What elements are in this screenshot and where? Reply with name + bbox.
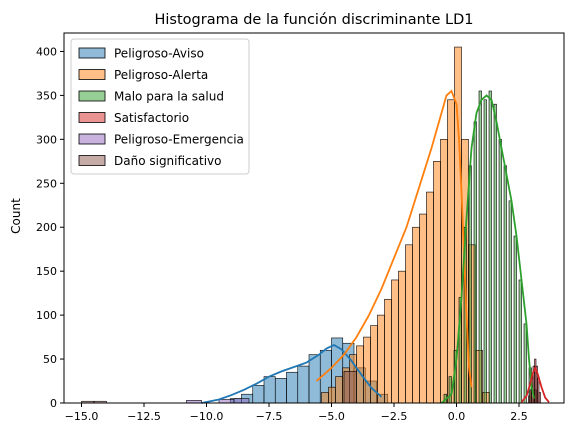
y-tick-label: 0 <box>50 397 57 410</box>
bar-0-5 <box>286 371 299 404</box>
bar-5-2 <box>343 371 357 404</box>
bar-2-14 <box>513 235 517 404</box>
bar-4-2 <box>233 398 250 404</box>
x-tick-label: −10.0 <box>190 410 224 423</box>
legend-label-1: Peligroso-Alerta <box>114 68 208 82</box>
kde-curves <box>201 89 550 404</box>
kde-line-0 <box>201 343 383 404</box>
y-tick-label: 300 <box>36 133 57 146</box>
legend-label-4: Peligroso-Emergencia <box>114 133 244 147</box>
bar-1-5 <box>356 345 364 404</box>
bar-1-17 <box>440 139 448 404</box>
bar-2-15 <box>518 279 522 404</box>
bar-1-10 <box>391 279 399 404</box>
legend-swatch-4 <box>78 133 106 145</box>
x-tick-label: −7.5 <box>256 410 283 423</box>
bar-1-15 <box>426 191 434 404</box>
bar-2-9 <box>488 90 492 404</box>
bar-2-6 <box>473 121 477 404</box>
y-tick-label: 250 <box>36 177 57 190</box>
y-tick-label: 150 <box>36 265 57 278</box>
legend-swatch-1 <box>78 69 106 80</box>
bar-2-16 <box>523 323 527 404</box>
y-tick-label: 350 <box>36 89 57 102</box>
bar-2-8 <box>483 99 487 404</box>
bar-0-3 <box>263 376 276 404</box>
x-axis-ticks: −15.0 −12.5 −10.0 −7.5 −5.0 −2.5 0.0 2.5 <box>65 403 528 423</box>
bar-2-7 <box>478 90 482 404</box>
legend: Peligroso-Aviso Peligroso-Alerta Malo para… <box>70 38 250 175</box>
x-tick-label: 0.0 <box>448 410 466 423</box>
bar-0-6 <box>297 365 310 404</box>
x-tick-label: −5.0 <box>318 410 345 423</box>
bar-2-11 <box>498 139 502 404</box>
bar-2-12 <box>503 165 507 404</box>
bar-1-16 <box>433 161 441 404</box>
bar-1-8 <box>377 314 385 404</box>
x-tick-label: 2.5 <box>510 410 528 423</box>
bar-1-13 <box>412 226 420 404</box>
x-tick-label: −12.5 <box>127 410 161 423</box>
y-tick-label: 400 <box>36 45 57 58</box>
bar-2-10 <box>493 103 497 404</box>
kde-line-1 <box>315 89 473 388</box>
bar-1-0 <box>321 392 329 404</box>
bar-1-1 <box>328 386 336 404</box>
bar-4-1 <box>218 399 235 404</box>
histogram-bars <box>81 46 541 404</box>
y-axis-label: Count <box>9 198 23 234</box>
bar-1-9 <box>384 298 392 404</box>
legend-label-3: Satisfactorio <box>114 111 189 125</box>
bar-1-14 <box>419 213 427 404</box>
bar-1-6 <box>363 336 371 404</box>
bar-2-13 <box>508 200 512 404</box>
y-tick-label: 50 <box>43 353 57 366</box>
bar-1-12 <box>405 244 413 404</box>
bar-1-18 <box>447 99 455 404</box>
bar-2-1 <box>448 376 452 404</box>
bar-3-7 <box>538 392 541 404</box>
bar-0-2 <box>252 385 265 404</box>
legend-label-0: Peligroso-Aviso <box>114 47 204 61</box>
plot-frame <box>63 32 565 404</box>
legend-swatch-5 <box>78 155 106 166</box>
y-tick-label: 100 <box>36 309 57 322</box>
x-tick-label: −2.5 <box>381 410 408 423</box>
kde-line-3 <box>520 365 550 403</box>
legend-label-2: Malo para la salud <box>114 90 224 104</box>
legend-box <box>70 38 250 175</box>
legend-label-5: Daño significativo <box>114 154 222 168</box>
y-axis-ticks: 0 50 100 150 200 250 300 350 400 <box>36 45 64 410</box>
legend-swatch-0 <box>78 47 106 59</box>
bar-0-4 <box>274 378 287 404</box>
chart-title: Histograma de la función discriminante L… <box>155 12 474 28</box>
kde-line-2 <box>440 94 535 404</box>
legend-swatch-3 <box>78 112 106 123</box>
bar-1-11 <box>398 270 406 404</box>
bar-1-2 <box>335 376 343 404</box>
y-tick-label: 200 <box>36 221 57 234</box>
x-tick-label: −15.0 <box>65 410 99 423</box>
legend-swatch-2 <box>78 90 106 102</box>
